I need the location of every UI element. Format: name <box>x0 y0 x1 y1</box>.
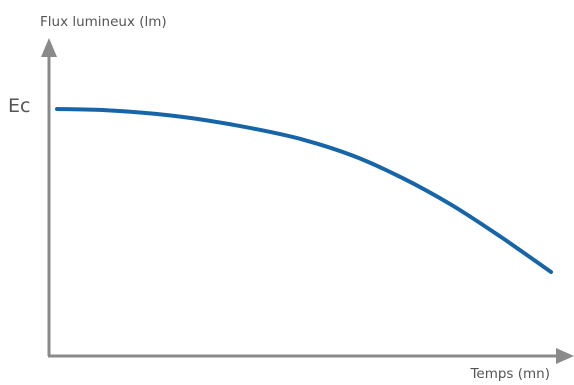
series-layer <box>55 107 553 274</box>
y-axis-arrow <box>41 38 57 57</box>
y-axis-label: Flux lumineux (lm) <box>40 14 167 30</box>
y-tick-label-ec: Ec <box>8 95 31 117</box>
x-axis-arrow <box>556 348 574 364</box>
series-line <box>55 107 553 274</box>
x-axis-label: Temps (mn) <box>470 366 550 382</box>
